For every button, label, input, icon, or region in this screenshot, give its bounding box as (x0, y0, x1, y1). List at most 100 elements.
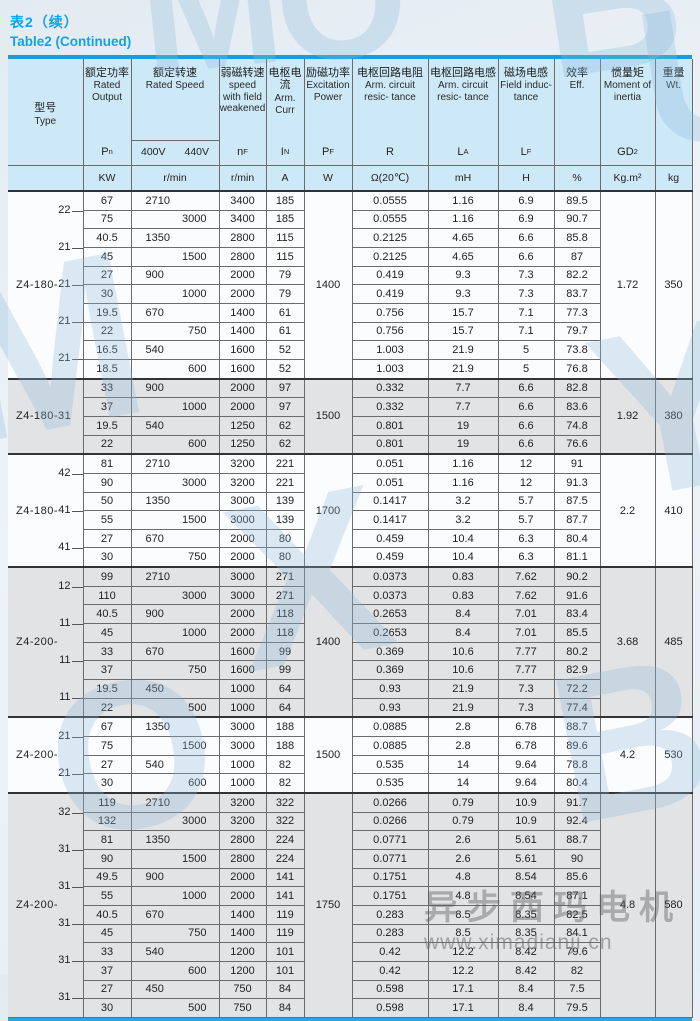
col-label-en: Moment of inertia (603, 80, 652, 103)
cell-rated-output: 81 (82, 453, 132, 474)
cell-speed-400v: 900 (130, 265, 220, 286)
cell-armature-current: 52 (265, 340, 305, 360)
cell-field-inductance: 7.3 (497, 697, 555, 718)
model-suffix: 31 (58, 879, 71, 892)
cell-armature-inductance: 17.1 (427, 998, 499, 1018)
cell-moment-of-inertia: 1.92 (599, 378, 656, 455)
cell-rated-output: 37 (82, 960, 132, 981)
cell-speed-400v: 2710 (130, 566, 220, 587)
cell-armature-inductance: 4.65 (427, 228, 499, 248)
cell-armature-resistance: 0.0373 (351, 566, 429, 587)
cell-efficiency: 87 (553, 246, 601, 267)
cell-armature-current: 118 (265, 604, 305, 625)
voltage-subheader: 400V 440V (132, 139, 218, 163)
col-unit-la: mH (427, 165, 499, 192)
model-suffix: 21 (58, 729, 71, 742)
cell-field-inductance: 6.3 (497, 528, 555, 549)
cell-field-weakened-speed: 2000 (218, 604, 267, 625)
col-header-type: 型号 Type (8, 59, 84, 166)
cell-efficiency: 79.7 (553, 321, 601, 342)
cell-speed-440v: 1000 (130, 397, 220, 417)
col-unit-speed: r/min (130, 165, 220, 192)
cell-efficiency: 83.7 (553, 284, 601, 304)
col-header-r: 电枢回路电阻 Arm. circuit resic- tance R (351, 59, 429, 166)
table-row: 75 3000 3400 185 0.0555 1.16 6.9 90.7 (8, 209, 692, 230)
col-label-en: Rated Speed (145, 80, 205, 92)
cell-armature-inductance: 8.4 (427, 623, 499, 643)
col-unit-pn: KW (82, 165, 132, 192)
cell-armature-current: 97 (265, 397, 305, 417)
suffix-tick-line (71, 998, 82, 1000)
cell-field-weakened-speed: 3200 (218, 472, 267, 493)
page-title-cn: 表2（续） (10, 14, 79, 30)
cell-rated-output: 90 (82, 848, 132, 869)
table-row: 30 600 1000 82 0.535 14 9.64 80.4 (8, 773, 692, 794)
cell-field-inductance: 9.64 (497, 773, 555, 794)
col-label-en: speed with field weakened (219, 80, 266, 114)
cell-armature-inductance: 7.7 (427, 378, 499, 399)
cell-armature-resistance: 1.003 (351, 340, 429, 360)
cell-armature-resistance: 1.003 (351, 358, 429, 380)
suffix-tick-line (71, 510, 82, 512)
col-label-cn: 重量 (662, 66, 685, 79)
cell-field-inductance: 7.3 (497, 679, 555, 699)
cell-speed-400v: 670 (130, 641, 220, 662)
cell-field-weakened-speed: 3000 (218, 585, 267, 606)
cell-field-weakened-speed: 3200 (218, 453, 267, 474)
cell-field-inductance: 6.6 (497, 228, 555, 248)
cell-armature-current: 61 (265, 321, 305, 342)
cell-field-weakened-speed: 3000 (218, 736, 267, 756)
cell-field-weakened-speed: 1200 (218, 942, 267, 962)
cell-field-weakened-speed: 1000 (218, 697, 267, 718)
cell-speed-440v: 500 (130, 998, 220, 1018)
cell-field-inductance: 7.1 (497, 321, 555, 342)
cell-armature-current: 224 (265, 830, 305, 850)
cell-armature-current: 224 (265, 848, 305, 869)
cell-armature-inductance: 21.9 (427, 358, 499, 380)
cell-field-weakened-speed: 3400 (218, 190, 267, 211)
cell-efficiency: 90.2 (553, 566, 601, 587)
cell-efficiency: 82.5 (553, 904, 601, 925)
model-suffix: 42 (58, 466, 71, 479)
cell-armature-current: 64 (265, 679, 305, 699)
model-suffix: 31 (58, 842, 71, 855)
cell-armature-resistance: 0.419 (351, 284, 429, 304)
cell-rated-output: 110 (82, 585, 132, 606)
cell-speed-440v: 1500 (130, 848, 220, 869)
cell-efficiency: 76.8 (553, 358, 601, 380)
table-row: Z4-180- 42 41 41 81 2710 3200 221 1700 0.051 1.16 1… (8, 453, 693, 568)
col-label-en: Eff. (569, 80, 585, 92)
cell-armature-inductance: 8.4 (427, 604, 499, 625)
model-group-4: Z4-200- 21 21 67 1350 3000 188 1500 0.0885 2.8 6.7… (8, 716, 693, 794)
cell-rated-output: 33 (82, 641, 132, 662)
model-type-cell: Z4-200- 21 21 (8, 716, 84, 794)
cell-armature-current: 139 (265, 491, 305, 512)
cell-speed-400v: 2710 (130, 792, 220, 813)
cell-speed-440v: 3000 (130, 585, 220, 606)
cell-field-weakened-speed: 1000 (218, 679, 267, 699)
cell-field-inductance: 7.62 (497, 566, 555, 587)
table-row: 33 540 1200 101 0.42 12.2 8.42 79.6 (8, 942, 692, 962)
cell-field-inductance: 5 (497, 358, 555, 380)
cell-field-inductance: 7.1 (497, 302, 555, 323)
cell-efficiency: 79.6 (553, 942, 601, 962)
cell-armature-resistance: 0.2125 (351, 228, 429, 248)
cell-armature-inductance: 8.5 (427, 923, 499, 944)
cell-efficiency: 80.4 (553, 528, 601, 549)
cell-rated-output: 37 (82, 397, 132, 417)
table-row: 81 1350 2800 224 0.0771 2.6 5.61 88.7 (8, 830, 692, 850)
cell-moment-of-inertia: 4.2 (599, 716, 656, 794)
col-label-en: Field induc- tance (500, 80, 552, 103)
cell-rated-output: 22 (82, 434, 132, 455)
cell-field-weakened-speed: 1400 (218, 923, 267, 944)
cell-field-weakened-speed: 2000 (218, 284, 267, 304)
cell-armature-resistance: 0.801 (351, 434, 429, 455)
cell-rated-output: 27 (82, 265, 132, 286)
cell-armature-resistance: 0.598 (351, 979, 429, 1000)
cell-rated-output: 75 (82, 209, 132, 230)
cell-armature-inductance: 10.6 (427, 641, 499, 662)
